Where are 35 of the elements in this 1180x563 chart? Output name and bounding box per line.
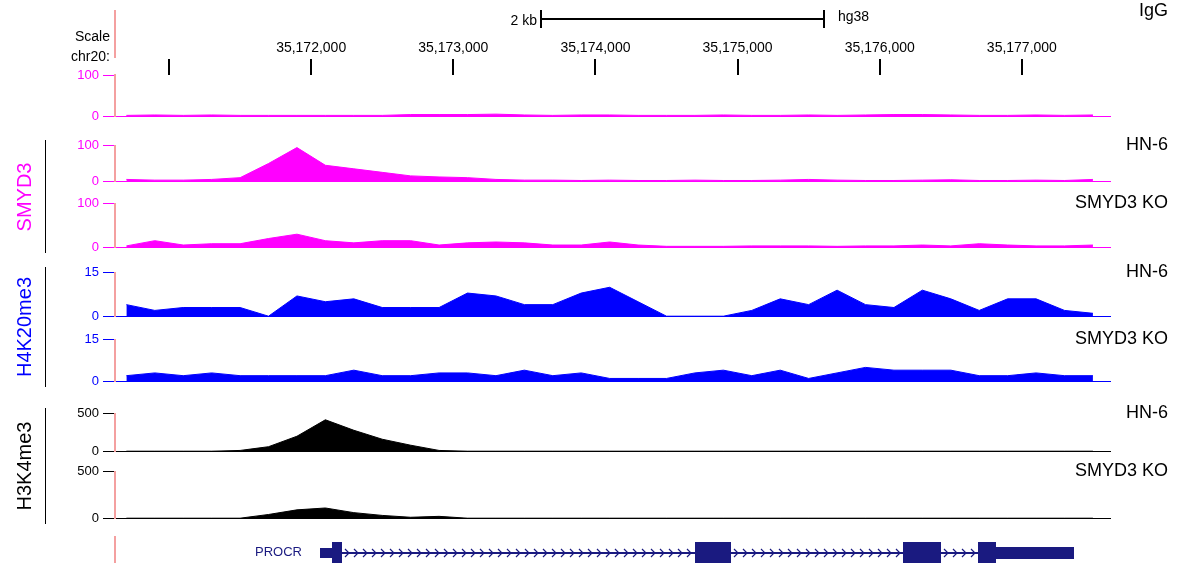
y-tick-label: 0: [91, 172, 99, 188]
y-tick-label: 0: [91, 107, 99, 123]
series-label: SMYD3 KO: [1074, 327, 1168, 348]
y-axis-title: H3K4me3: [12, 421, 36, 511]
y-axis-title: H4K20me3: [12, 276, 36, 378]
y-tick-label: 0: [91, 238, 99, 254]
y-tick-label: 500: [77, 405, 99, 421]
text: HN-6: [1125, 401, 1168, 422]
y-tick-label: 0: [91, 442, 99, 458]
y-tick-label: 0: [91, 307, 99, 323]
text: PROCR: [255, 544, 302, 559]
text: IgG: [1138, 0, 1168, 20]
y-axis-title: SMYD3: [12, 162, 36, 231]
text: chr20:: [71, 48, 110, 64]
y-tick-label: 0: [91, 372, 99, 388]
y-tick-label: 100: [77, 195, 99, 211]
series-label: SMYD3 KO: [1074, 191, 1168, 212]
text: hg38: [838, 8, 870, 24]
text: 2 kb: [510, 12, 537, 28]
text: Scale: [74, 28, 110, 44]
y-tick-label: 500: [77, 463, 99, 479]
x-tick-label: 35,174,000: [560, 39, 631, 56]
x-tick-label: 35,176,000: [844, 39, 915, 56]
x-tick-label: 35,173,000: [418, 39, 489, 56]
y-tick-label: 100: [77, 66, 99, 82]
y-tick-label: 15: [84, 331, 99, 347]
text: HN-6: [1125, 133, 1168, 154]
y-tick-label: 0: [91, 509, 99, 525]
x-tick-label: 35,177,000: [986, 39, 1058, 56]
y-tick-label: 15: [84, 264, 99, 280]
x-tick-label: 35,175,000: [702, 39, 773, 56]
text: SMYD3 KO: [1074, 459, 1168, 480]
text: HN-6: [1125, 260, 1168, 281]
x-tick-label: 35,172,000: [276, 39, 347, 56]
y-tick-label: 100: [77, 137, 99, 153]
